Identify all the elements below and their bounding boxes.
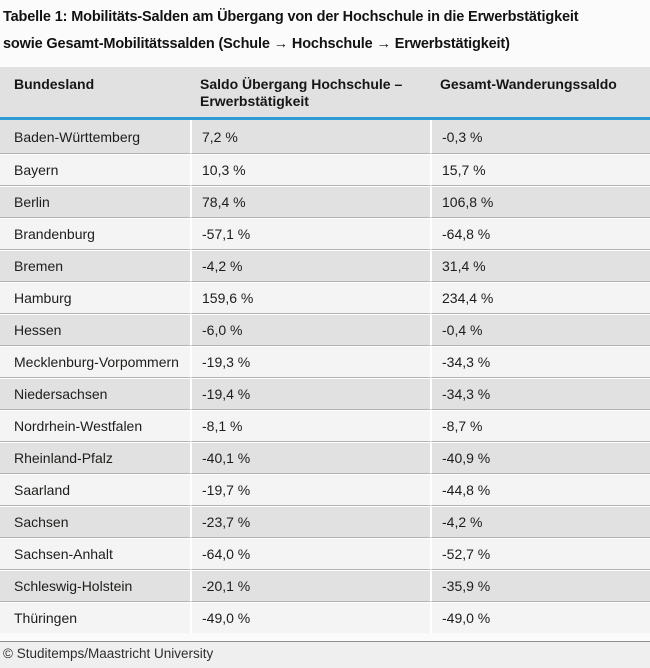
table-row: Hamburg 159,6 % 234,4 % <box>0 281 650 313</box>
saldo-uebergang-cell: -19,3 % <box>190 345 430 377</box>
header-row: Bundesland Saldo Übergang Hochschule – E… <box>0 67 650 120</box>
col-header-saldo-uebergang: Saldo Übergang Hochschule – Erwerbstätig… <box>190 67 430 120</box>
bundesland-cell: Niedersachsen <box>0 377 190 409</box>
gesamt-wanderungssaldo-cell: -64,8 % <box>430 217 650 249</box>
gesamt-wanderungssaldo-cell: -0,4 % <box>430 313 650 345</box>
saldo-uebergang-cell: -8,1 % <box>190 409 430 441</box>
gesamt-wanderungssaldo-cell: 31,4 % <box>430 249 650 281</box>
saldo-uebergang-cell: 159,6 % <box>190 281 430 313</box>
table-row: Sachsen -23,7 % -4,2 % <box>0 505 650 537</box>
table-title: Tabelle 1: Mobilitäts-Salden am Übergang… <box>0 0 650 58</box>
bundesland-cell: Nordrhein-Westfalen <box>0 409 190 441</box>
table-row: Baden-Württemberg 7,2 % -0,3 % <box>0 120 650 153</box>
saldo-uebergang-cell: -40,1 % <box>190 441 430 473</box>
table-row: Hessen -6,0 % -0,4 % <box>0 313 650 345</box>
bundesland-cell: Bayern <box>0 153 190 185</box>
gesamt-wanderungssaldo-cell: 15,7 % <box>430 153 650 185</box>
table-row: Rheinland-Pfalz -40,1 % -40,9 % <box>0 441 650 473</box>
bundesland-cell: Saarland <box>0 473 190 505</box>
table-row: Saarland -19,7 % -44,8 % <box>0 473 650 505</box>
saldo-uebergang-cell: 7,2 % <box>190 120 430 153</box>
bundesland-cell: Schleswig-Holstein <box>0 569 190 601</box>
bundesland-cell: Rheinland-Pfalz <box>0 441 190 473</box>
gesamt-wanderungssaldo-cell: -52,7 % <box>430 537 650 569</box>
gesamt-wanderungssaldo-cell: -44,8 % <box>430 473 650 505</box>
saldo-uebergang-cell: -19,4 % <box>190 377 430 409</box>
saldo-uebergang-cell: 10,3 % <box>190 153 430 185</box>
copyright-text: © Studitemps/Maastricht University <box>3 646 214 661</box>
bundesland-cell: Mecklenburg-Vorpommern <box>0 345 190 377</box>
col-header-bundesland: Bundesland <box>0 67 190 120</box>
table-row: Niedersachsen -19,4 % -34,3 % <box>0 377 650 409</box>
saldo-uebergang-cell: -23,7 % <box>190 505 430 537</box>
saldo-uebergang-cell: -4,2 % <box>190 249 430 281</box>
table-row: Thüringen -49,0 % -49,0 % <box>0 601 650 633</box>
bundesland-cell: Baden-Württemberg <box>0 120 190 153</box>
saldo-uebergang-cell: -6,0 % <box>190 313 430 345</box>
gesamt-wanderungssaldo-cell: -40,9 % <box>430 441 650 473</box>
gesamt-wanderungssaldo-cell: -4,2 % <box>430 505 650 537</box>
gesamt-wanderungssaldo-cell: -8,7 % <box>430 409 650 441</box>
bundesland-cell: Sachsen-Anhalt <box>0 537 190 569</box>
table-row: Bayern 10,3 % 15,7 % <box>0 153 650 185</box>
bundesland-cell: Berlin <box>0 185 190 217</box>
saldo-uebergang-cell: -49,0 % <box>190 601 430 633</box>
gesamt-wanderungssaldo-cell: 234,4 % <box>430 281 650 313</box>
table-row: Brandenburg -57,1 % -64,8 % <box>0 217 650 249</box>
gesamt-wanderungssaldo-cell: -35,9 % <box>430 569 650 601</box>
table-row: Berlin 78,4 % 106,8 % <box>0 185 650 217</box>
table-row: Schleswig-Holstein -20,1 % -35,9 % <box>0 569 650 601</box>
gesamt-wanderungssaldo-cell: -34,3 % <box>430 345 650 377</box>
saldo-uebergang-cell: -19,7 % <box>190 473 430 505</box>
table-row: Sachsen-Anhalt -64,0 % -52,7 % <box>0 537 650 569</box>
saldo-uebergang-cell: 78,4 % <box>190 185 430 217</box>
bundesland-cell: Thüringen <box>0 601 190 633</box>
saldo-uebergang-cell: -57,1 % <box>190 217 430 249</box>
gesamt-wanderungssaldo-cell: -49,0 % <box>430 601 650 633</box>
table-row: Nordrhein-Westfalen -8,1 % -8,7 % <box>0 409 650 441</box>
col-header-gesamt-wanderungssaldo: Gesamt-Wanderungssaldo <box>430 67 650 120</box>
gesamt-wanderungssaldo-cell: -0,3 % <box>430 120 650 153</box>
table-row: Mecklenburg-Vorpommern -19,3 % -34,3 % <box>0 345 650 377</box>
bundesland-cell: Bremen <box>0 249 190 281</box>
bundesland-cell: Hamburg <box>0 281 190 313</box>
copyright-footer: © Studitemps/Maastricht University <box>0 641 650 668</box>
title-line-1: Tabelle 1: Mobilitäts-Salden am Übergang… <box>3 9 579 25</box>
saldo-uebergang-cell: -64,0 % <box>190 537 430 569</box>
gesamt-wanderungssaldo-cell: 106,8 % <box>430 185 650 217</box>
bundesland-cell: Sachsen <box>0 505 190 537</box>
table-body: Baden-Württemberg 7,2 % -0,3 % Bayern 10,3 %… <box>0 120 650 633</box>
saldo-uebergang-cell: -20,1 % <box>190 569 430 601</box>
gesamt-wanderungssaldo-cell: -34,3 % <box>430 377 650 409</box>
title-line-2: sowie Gesamt-Mobilitätssalden (Schule → … <box>3 36 510 52</box>
bundesland-cell: Brandenburg <box>0 217 190 249</box>
mobility-saldo-table: Bundesland Saldo Übergang Hochschule – E… <box>0 67 650 633</box>
bundesland-cell: Hessen <box>0 313 190 345</box>
table-row: Bremen -4,2 % 31,4 % <box>0 249 650 281</box>
